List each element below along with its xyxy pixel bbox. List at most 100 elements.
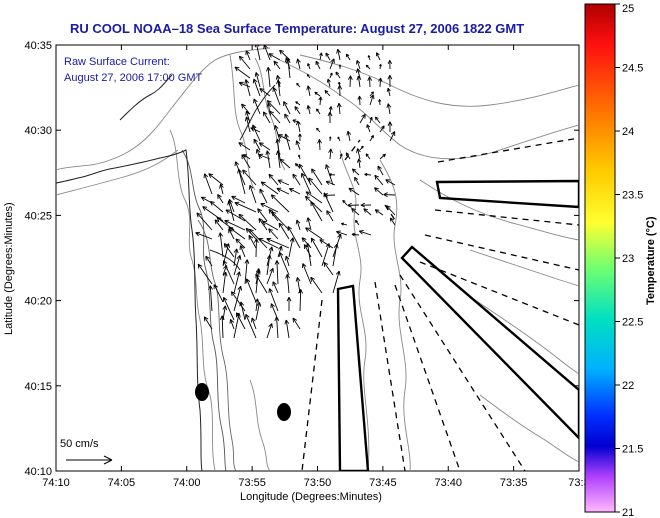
current-vector-head bbox=[351, 168, 355, 173]
current-vector-head bbox=[219, 315, 223, 321]
current-vector-head bbox=[271, 211, 277, 214]
current-vector bbox=[239, 55, 251, 70]
current-vector-head bbox=[355, 219, 359, 222]
current-vector bbox=[255, 302, 261, 321]
current-vector-head bbox=[237, 168, 240, 174]
current-vector-head bbox=[296, 140, 301, 145]
current-vector-head bbox=[318, 96, 322, 101]
current-vector bbox=[326, 210, 334, 222]
current-vector-head bbox=[242, 169, 247, 173]
current-vector-head bbox=[213, 284, 218, 288]
current-vector bbox=[323, 262, 334, 276]
current-vector bbox=[256, 148, 261, 160]
current-vector bbox=[210, 201, 224, 213]
x-tick-label: 73:3 bbox=[568, 477, 589, 489]
current-vector bbox=[225, 209, 246, 222]
current-vector-head bbox=[387, 121, 391, 126]
current-vector-head bbox=[257, 208, 262, 212]
current-vector bbox=[239, 245, 246, 258]
current-vector-head bbox=[224, 305, 228, 311]
current-vector-head bbox=[305, 195, 310, 199]
current-vector-head bbox=[229, 199, 233, 203]
current-vector-head bbox=[255, 72, 260, 77]
current-vector bbox=[289, 188, 301, 195]
current-vector-head bbox=[336, 103, 340, 108]
colorbar-tick-label: 21 bbox=[622, 507, 634, 518]
y-tick-label: 40:20 bbox=[24, 296, 52, 308]
current-vector bbox=[325, 52, 331, 61]
current-vector-head bbox=[338, 102, 342, 108]
current-vector bbox=[292, 317, 301, 330]
current-vector-head bbox=[374, 187, 377, 192]
current-vector bbox=[196, 212, 213, 231]
current-vector-head bbox=[208, 173, 212, 178]
current-vector bbox=[321, 243, 330, 267]
current-vector-head bbox=[389, 60, 392, 64]
current-vector-head bbox=[285, 274, 288, 279]
current-vector-head bbox=[234, 202, 239, 207]
current-vector-head bbox=[292, 119, 296, 123]
current-vector-head bbox=[387, 60, 391, 65]
current-vector-head bbox=[374, 175, 377, 180]
current-vector-head bbox=[284, 256, 287, 261]
current-vector-head bbox=[289, 237, 294, 242]
current-vector bbox=[233, 312, 240, 339]
current-vector-head bbox=[284, 319, 287, 325]
current-vector bbox=[285, 319, 290, 339]
figure-title: RU COOL NOAA–18 Sea Surface Temperature:… bbox=[70, 21, 524, 36]
current-vector bbox=[369, 94, 374, 106]
current-vector-head bbox=[223, 296, 228, 301]
current-vector bbox=[354, 177, 360, 186]
current-vector bbox=[375, 116, 381, 124]
current-vector-head bbox=[239, 301, 242, 307]
current-vector bbox=[208, 173, 224, 186]
current-vector-head bbox=[273, 60, 279, 64]
current-vector-head bbox=[256, 148, 261, 153]
current-vector-head bbox=[341, 222, 344, 224]
current-vector bbox=[245, 79, 251, 97]
current-vector-head bbox=[278, 222, 284, 226]
current-vector-head bbox=[325, 164, 330, 169]
current-vector bbox=[310, 276, 323, 294]
current-vector-head bbox=[271, 211, 274, 217]
current-vector-head bbox=[286, 274, 291, 279]
current-vector bbox=[319, 96, 322, 106]
current-vector bbox=[376, 52, 381, 61]
current-vector bbox=[233, 255, 241, 276]
current-vector-head bbox=[222, 271, 227, 276]
current-vector bbox=[287, 58, 291, 79]
current-vector bbox=[241, 154, 251, 169]
current-vector-head bbox=[306, 105, 309, 110]
current-vector-head bbox=[225, 243, 229, 248]
current-vector bbox=[197, 263, 213, 285]
current-vector-head bbox=[268, 173, 274, 177]
current-vector-head bbox=[254, 45, 257, 48]
current-vector-head bbox=[267, 67, 271, 72]
current-vector-head bbox=[238, 214, 241, 219]
current-vector bbox=[299, 289, 302, 312]
current-vector-head bbox=[378, 77, 381, 82]
current-vector-head bbox=[347, 130, 352, 135]
current-vector bbox=[348, 187, 360, 196]
current-vector bbox=[256, 45, 261, 61]
current-vector-head bbox=[364, 172, 368, 175]
current-vector-head bbox=[195, 232, 199, 237]
current-vector-head bbox=[269, 288, 273, 292]
current-time: August 27, 2006 17:00 GMT bbox=[64, 72, 202, 84]
current-vector bbox=[266, 254, 271, 276]
current-vector-head bbox=[246, 110, 250, 115]
current-vector-head bbox=[351, 208, 354, 213]
current-vector bbox=[356, 60, 361, 70]
current-vector bbox=[228, 200, 235, 222]
current-vector-head bbox=[266, 150, 271, 155]
current-vector bbox=[253, 138, 261, 151]
current-vector bbox=[302, 263, 312, 285]
current-vector bbox=[231, 195, 246, 204]
current-vector bbox=[258, 218, 268, 231]
current-vector-head bbox=[276, 316, 280, 321]
current-vector bbox=[222, 271, 227, 294]
station-marker bbox=[277, 403, 291, 421]
current-vector-head bbox=[269, 111, 272, 116]
current-vector-head bbox=[359, 95, 362, 100]
current-vector-head bbox=[230, 318, 235, 323]
